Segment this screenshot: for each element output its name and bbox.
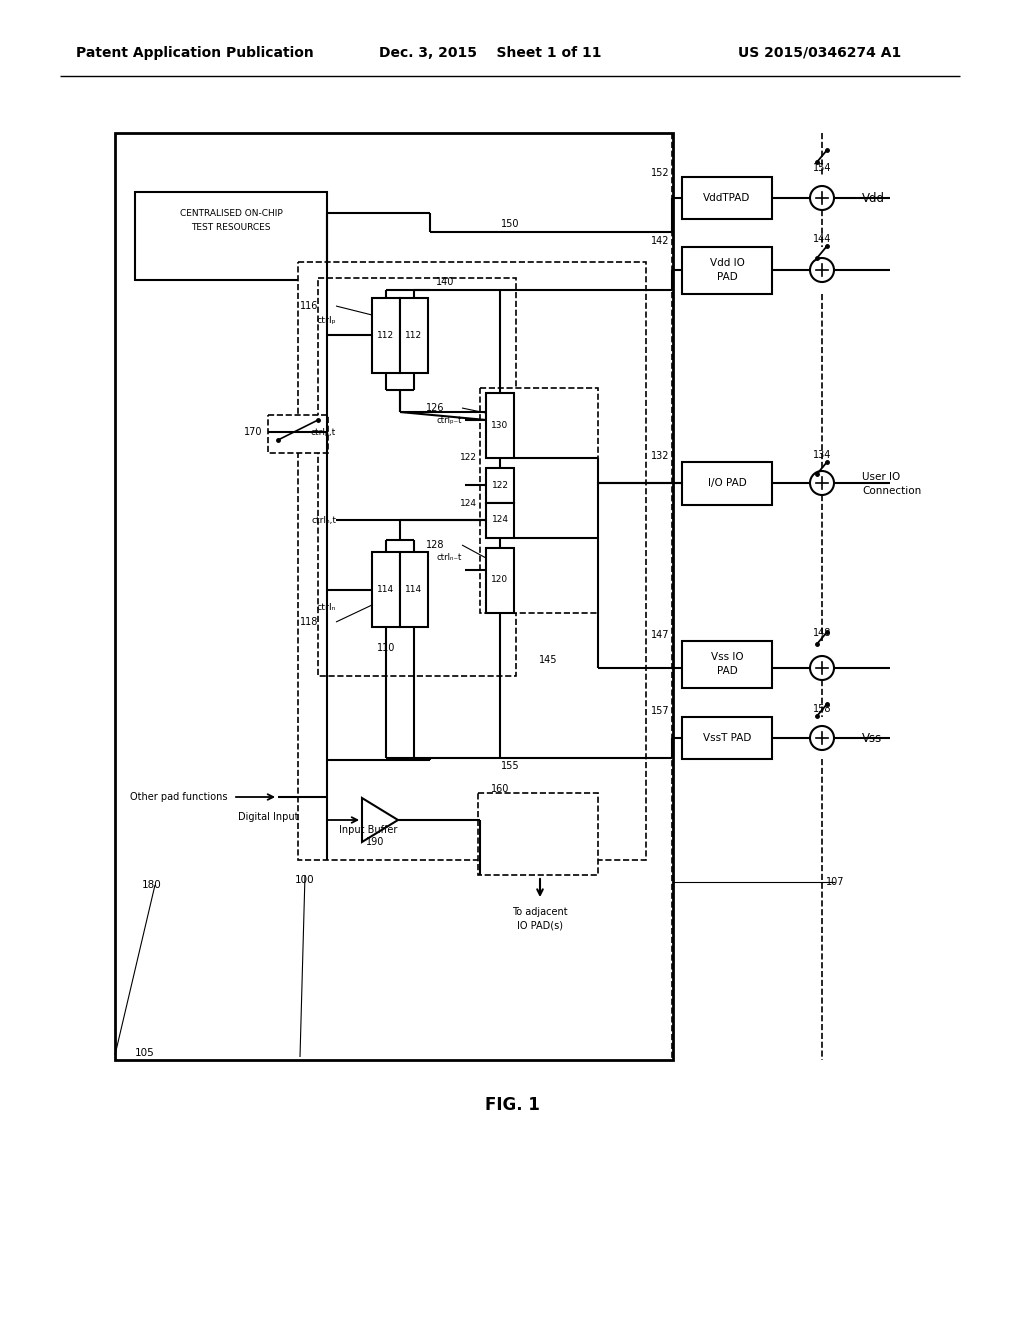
Text: 150: 150 [501,219,519,228]
Text: US 2015/0346274 A1: US 2015/0346274 A1 [738,46,901,59]
Text: 120: 120 [492,576,509,585]
Text: Digital Input: Digital Input [238,812,298,822]
Text: Connection: Connection [862,486,922,496]
Text: ctrlₚ,t: ctrlₚ,t [310,428,336,437]
Bar [372,298,400,374]
Text: CENTRALISED ON-CHIP: CENTRALISED ON-CHIP [179,209,283,218]
Bar [298,261,646,861]
Text: User IO: User IO [862,473,900,482]
Text: 134: 134 [813,450,831,459]
Text: 114: 114 [378,586,394,594]
Text: 160: 160 [490,784,509,795]
Text: Dec. 3, 2015    Sheet 1 of 11: Dec. 3, 2015 Sheet 1 of 11 [379,46,601,59]
Bar [486,393,514,458]
Text: PAD: PAD [717,667,737,676]
Circle shape [810,656,834,680]
Text: Vss IO: Vss IO [711,652,743,663]
Bar [400,298,428,374]
Text: 124: 124 [460,499,477,507]
Text: I/O PAD: I/O PAD [708,478,746,488]
Text: 190: 190 [366,837,384,847]
Circle shape [810,257,834,282]
Text: 122: 122 [492,480,509,490]
Bar [400,552,428,627]
Text: Vdd: Vdd [862,191,885,205]
Text: 170: 170 [244,426,262,437]
Bar [682,642,772,688]
Text: 140: 140 [436,277,455,286]
Text: 112: 112 [378,330,394,339]
Text: 116: 116 [300,301,318,312]
Text: 107: 107 [825,876,844,887]
Text: 112: 112 [406,330,423,339]
Text: 128: 128 [426,540,444,550]
Text: 148: 148 [813,628,831,638]
Text: 132: 132 [650,451,670,461]
Bar [682,717,772,759]
Text: ctrlₙ: ctrlₙ [316,603,336,612]
Text: 124: 124 [492,516,509,524]
Text: Input Buffer: Input Buffer [339,825,397,836]
Text: Vss: Vss [862,731,883,744]
Text: PAD: PAD [717,272,737,282]
Bar [480,388,598,612]
Circle shape [810,726,834,750]
Text: 142: 142 [650,236,670,246]
Circle shape [810,186,834,210]
Text: 100: 100 [295,875,314,884]
Bar [478,793,598,875]
Text: 145: 145 [539,655,557,665]
Bar [486,548,514,612]
Bar [486,503,514,539]
Text: FIG. 1: FIG. 1 [484,1096,540,1114]
Text: 144: 144 [813,234,831,244]
Text: 157: 157 [650,706,670,715]
Text: 130: 130 [492,421,509,429]
Text: 154: 154 [813,162,831,173]
Text: 118: 118 [300,616,318,627]
Text: IO PAD(s): IO PAD(s) [517,920,563,931]
Text: Other pad functions: Other pad functions [130,792,228,803]
Text: To adjacent: To adjacent [512,907,568,917]
Text: 114: 114 [406,586,423,594]
Text: 126: 126 [426,403,444,413]
Text: VssT PAD: VssT PAD [702,733,752,743]
Text: TEST RESOURCES: TEST RESOURCES [191,223,270,232]
Bar [135,191,327,280]
Text: ctrlₚ: ctrlₚ [316,315,336,325]
Circle shape [810,471,834,495]
Bar [682,247,772,294]
Text: VddTPAD: VddTPAD [703,193,751,203]
Text: 155: 155 [501,762,519,771]
Text: ctrlₙ,t: ctrlₙ,t [311,516,336,524]
Text: ctrlₚ₋t: ctrlₚ₋t [436,416,462,425]
Text: 110: 110 [377,643,395,653]
Bar [372,552,400,627]
Text: 122: 122 [460,454,477,462]
Bar [682,177,772,219]
Text: ctrlₙ₋t: ctrlₙ₋t [436,553,462,562]
Bar [115,133,673,1060]
Text: Vdd IO: Vdd IO [710,257,744,268]
Bar [318,279,516,676]
Bar [682,462,772,506]
Text: 180: 180 [142,880,162,890]
Bar [268,414,328,453]
Text: Patent Application Publication: Patent Application Publication [76,46,314,59]
Text: 152: 152 [650,168,670,178]
Text: 147: 147 [650,630,670,640]
Polygon shape [362,799,398,842]
Text: 105: 105 [135,1048,155,1059]
Text: 158: 158 [813,704,831,714]
Bar [486,469,514,503]
